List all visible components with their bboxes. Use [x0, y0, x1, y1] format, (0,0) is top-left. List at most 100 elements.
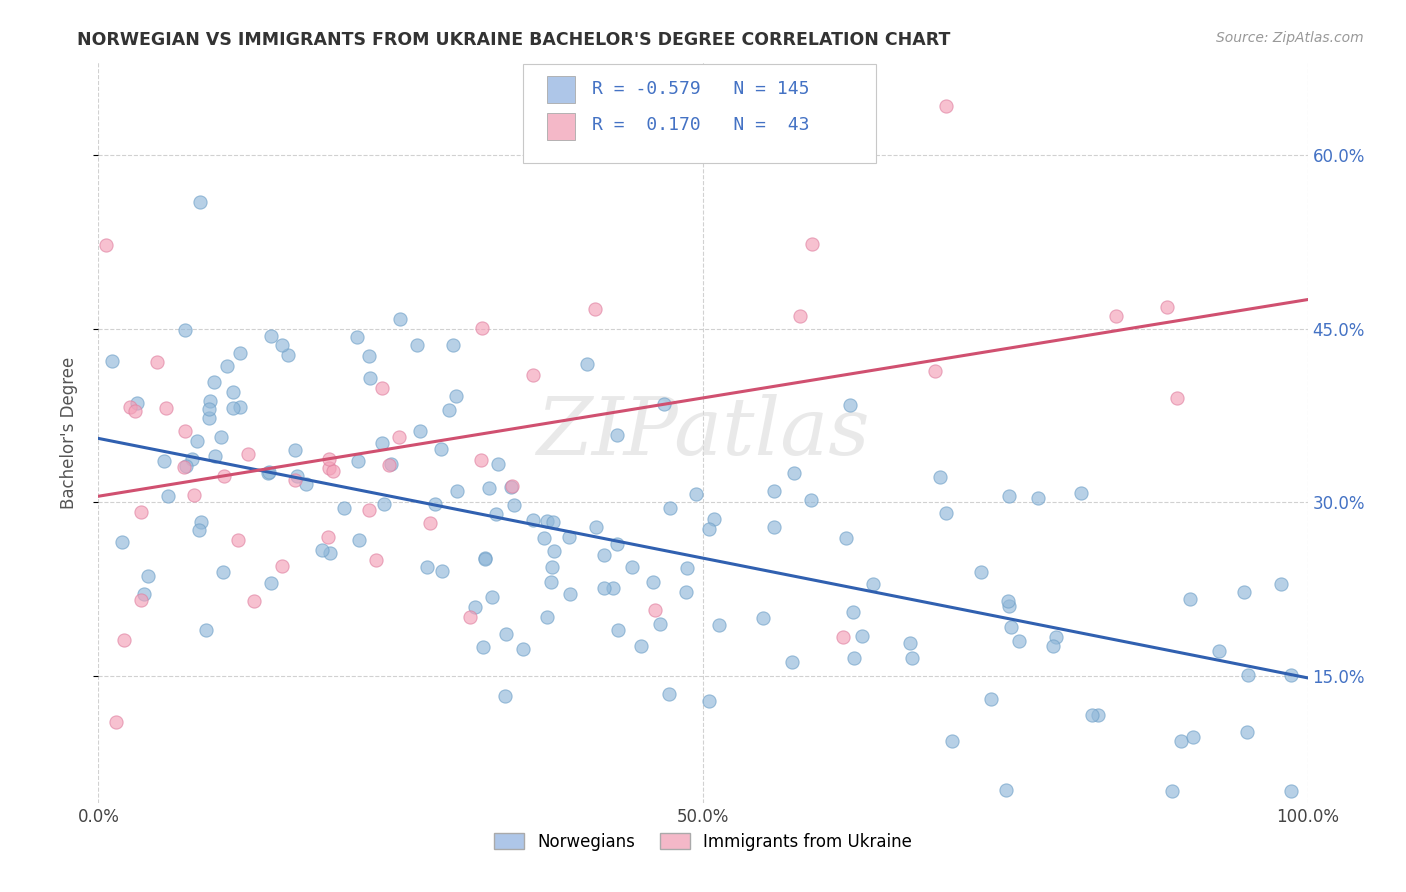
Point	[1087, 707, 1109, 722]
Point	[425, 497, 447, 511]
Point	[271, 559, 294, 574]
Point	[446, 483, 468, 498]
Point	[153, 454, 176, 468]
Point	[540, 560, 562, 574]
Point	[173, 459, 195, 474]
Point	[641, 574, 664, 589]
Point	[648, 617, 671, 632]
Point	[941, 734, 963, 748]
Point	[260, 575, 283, 590]
Point	[1156, 300, 1178, 314]
Point	[536, 514, 558, 528]
Point	[762, 484, 785, 499]
Point	[606, 427, 628, 442]
Point	[359, 371, 381, 385]
Point	[685, 486, 707, 500]
Point	[536, 610, 558, 624]
Point	[494, 689, 516, 703]
Point	[533, 532, 555, 546]
Point	[243, 593, 266, 607]
Text: R =  0.170   N =  43: R = 0.170 N = 43	[592, 116, 810, 134]
Point	[371, 435, 394, 450]
Point	[486, 457, 509, 471]
Point	[319, 546, 342, 560]
Point	[1000, 619, 1022, 633]
Point	[129, 505, 152, 519]
Point	[1182, 731, 1205, 745]
Point	[1105, 309, 1128, 323]
Point	[703, 512, 725, 526]
Point	[226, 533, 249, 548]
Point	[575, 357, 598, 371]
Point	[256, 467, 278, 481]
Point	[995, 783, 1018, 797]
Point	[129, 593, 152, 607]
Legend: Norwegians, Immigrants from Ukraine: Norwegians, Immigrants from Ukraine	[486, 826, 920, 857]
Point	[145, 355, 167, 369]
Text: NORWEGIAN VS IMMIGRANTS FROM UKRAINE BACHELOR'S DEGREE CORRELATION CHART: NORWEGIAN VS IMMIGRANTS FROM UKRAINE BAC…	[77, 31, 950, 49]
Point	[585, 302, 607, 317]
Point	[675, 585, 697, 599]
Point	[800, 236, 823, 251]
Point	[120, 401, 142, 415]
Point	[898, 636, 921, 650]
Point	[470, 452, 492, 467]
Point	[322, 464, 344, 478]
Point	[1237, 668, 1260, 682]
Point	[1236, 725, 1258, 739]
Point	[495, 627, 517, 641]
Point	[602, 582, 624, 596]
Point	[112, 632, 135, 647]
Point	[295, 477, 318, 491]
Point	[832, 630, 855, 644]
Point	[176, 459, 198, 474]
Point	[333, 500, 356, 515]
Point	[430, 564, 453, 578]
Point	[1279, 668, 1302, 682]
Point	[155, 401, 177, 416]
Point	[1045, 630, 1067, 644]
Point	[699, 522, 721, 536]
Point	[980, 691, 1002, 706]
Point	[370, 381, 392, 395]
Point	[212, 468, 235, 483]
Point	[444, 389, 467, 403]
Point	[1160, 784, 1182, 798]
Point	[558, 530, 581, 544]
Point	[194, 623, 217, 637]
Point	[197, 402, 219, 417]
Point	[1208, 644, 1230, 658]
Point	[373, 497, 395, 511]
Point	[1281, 784, 1303, 798]
Point	[800, 492, 823, 507]
Y-axis label: Bachelor's Degree: Bachelor's Degree	[59, 357, 77, 508]
Point	[181, 451, 204, 466]
Point	[512, 641, 534, 656]
Point	[474, 550, 496, 565]
Point	[222, 385, 245, 400]
Point	[1178, 591, 1201, 606]
Point	[437, 402, 460, 417]
Point	[474, 552, 496, 566]
Point	[900, 650, 922, 665]
Point	[357, 503, 380, 517]
Point	[188, 195, 211, 210]
Point	[924, 364, 946, 378]
Point	[311, 543, 333, 558]
Point	[419, 516, 441, 530]
Point	[644, 603, 666, 617]
Point	[844, 651, 866, 665]
Point	[851, 629, 873, 643]
Point	[842, 605, 865, 619]
Text: R = -0.579   N = 145: R = -0.579 N = 145	[592, 80, 810, 98]
Point	[209, 430, 232, 444]
Point	[284, 443, 307, 458]
Point	[762, 520, 785, 534]
Point	[522, 368, 544, 382]
Point	[174, 424, 197, 438]
Point	[697, 694, 720, 708]
Point	[558, 587, 581, 601]
Point	[346, 454, 368, 468]
Point	[593, 549, 616, 563]
Point	[471, 321, 494, 335]
